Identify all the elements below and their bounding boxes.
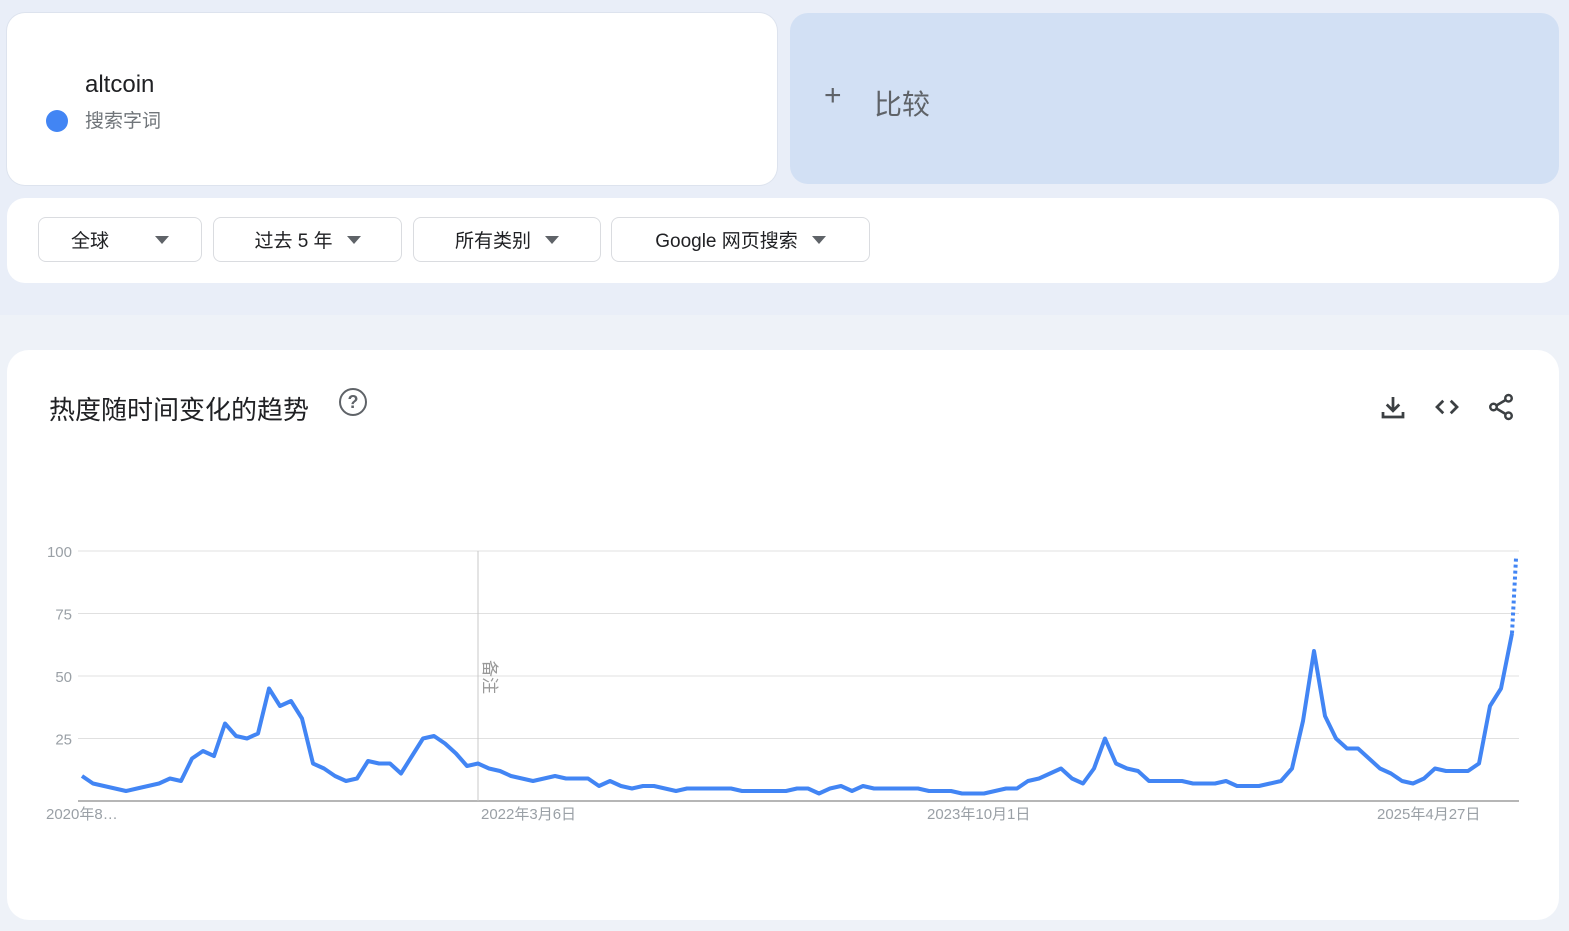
y-tick-label: 75 (55, 607, 72, 624)
embed-code-icon[interactable] (1432, 392, 1462, 422)
x-tick-label: 2023年10月1日 (927, 806, 1030, 823)
x-tick-label: 2025年4月27日 (1377, 806, 1480, 823)
interest-over-time-card: 热度随时间变化的趋势 ? (7, 350, 1559, 920)
help-circle-icon[interactable]: ? (339, 388, 367, 416)
caret-down-icon (545, 235, 559, 244)
category-label: 所有类别 (454, 231, 531, 252)
filter-bar: 全球 过去 5 年 所有类别 Google 网页搜索 (7, 198, 1559, 283)
plus-icon: + (824, 79, 842, 112)
category-dropdown[interactable]: 所有类别 (413, 217, 601, 262)
search-term[interactable]: altcoin (85, 71, 155, 98)
search-type-dropdown[interactable]: Google 网页搜索 (611, 217, 870, 262)
y-tick-label: 100 (47, 544, 72, 561)
caret-down-icon (155, 235, 169, 244)
region-label: 全球 (70, 231, 109, 252)
time-range-label: 过去 5 年 (254, 231, 333, 252)
caret-down-icon (811, 235, 826, 244)
y-tick-label: 25 (55, 732, 72, 749)
search-term-card[interactable]: altcoin 搜索字词 (7, 13, 777, 185)
time-range-dropdown[interactable]: 过去 5 年 (213, 217, 402, 262)
y-tick-label: 50 (55, 669, 72, 686)
download-icon[interactable] (1378, 392, 1408, 422)
series-line (80, 633, 1514, 796)
series-color-dot (46, 110, 68, 132)
chart-title: 热度随时间变化的趋势 (49, 395, 310, 425)
annotation-label[interactable]: 备注 (480, 660, 499, 694)
x-tick-label: 2022年3月6日 (481, 806, 576, 823)
compare-button[interactable]: + 比较 (790, 13, 1559, 184)
x-tick-label: 2020年8… (46, 806, 118, 823)
partial-data-line (1510, 558, 1518, 634)
caret-down-icon (346, 235, 361, 244)
compare-label: 比较 (874, 89, 931, 120)
search-term-type: 搜索字词 (85, 111, 162, 132)
search-type-label: Google 网页搜索 (655, 231, 798, 252)
share-icon[interactable] (1486, 392, 1516, 422)
region-dropdown[interactable]: 全球 (38, 217, 202, 262)
